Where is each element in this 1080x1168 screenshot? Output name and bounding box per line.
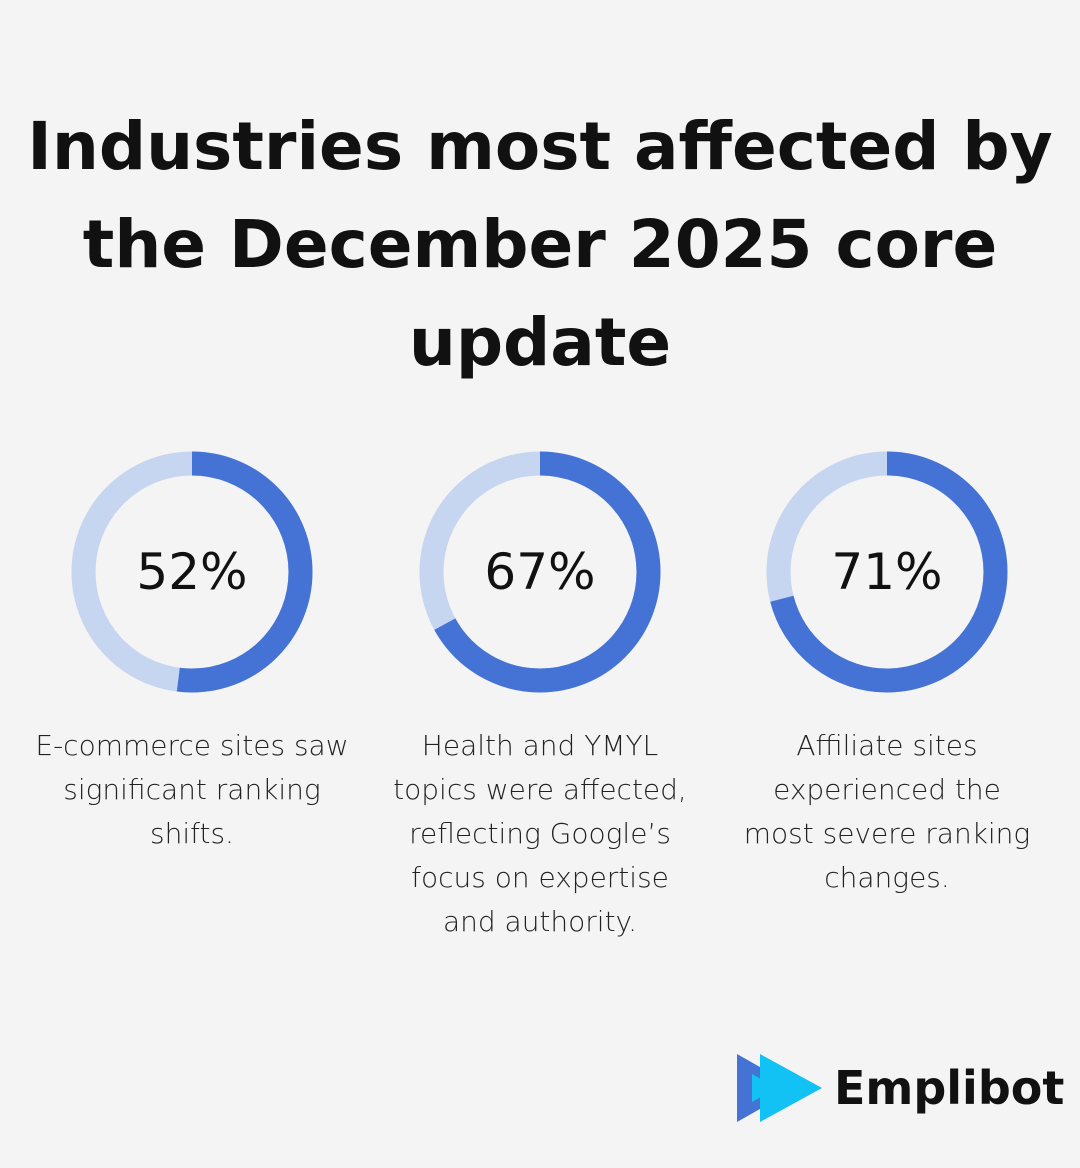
donut-value-arc [419, 451, 661, 693]
description: E-commerce sites saw significant ranking… [35, 729, 349, 850]
donut-chart-0 [71, 451, 313, 693]
donut-value-arc [71, 451, 313, 693]
description: Affiliate sites experienced the most sev… [743, 729, 1031, 894]
percent-label: 52% [136, 543, 248, 601]
description: Health and YMYL topics were affected, re… [393, 729, 687, 938]
chart-title: Industries most affected by the December… [27, 108, 1053, 381]
brand-name: Emplibot [834, 1061, 1065, 1115]
emplibot-logo-icon [737, 1054, 822, 1122]
percent-label: 67% [484, 543, 596, 601]
donut-chart-1 [419, 451, 661, 693]
donut-value-arc [766, 451, 1008, 693]
percent-label: 71% [831, 543, 943, 601]
donut-chart-2 [766, 451, 1008, 693]
